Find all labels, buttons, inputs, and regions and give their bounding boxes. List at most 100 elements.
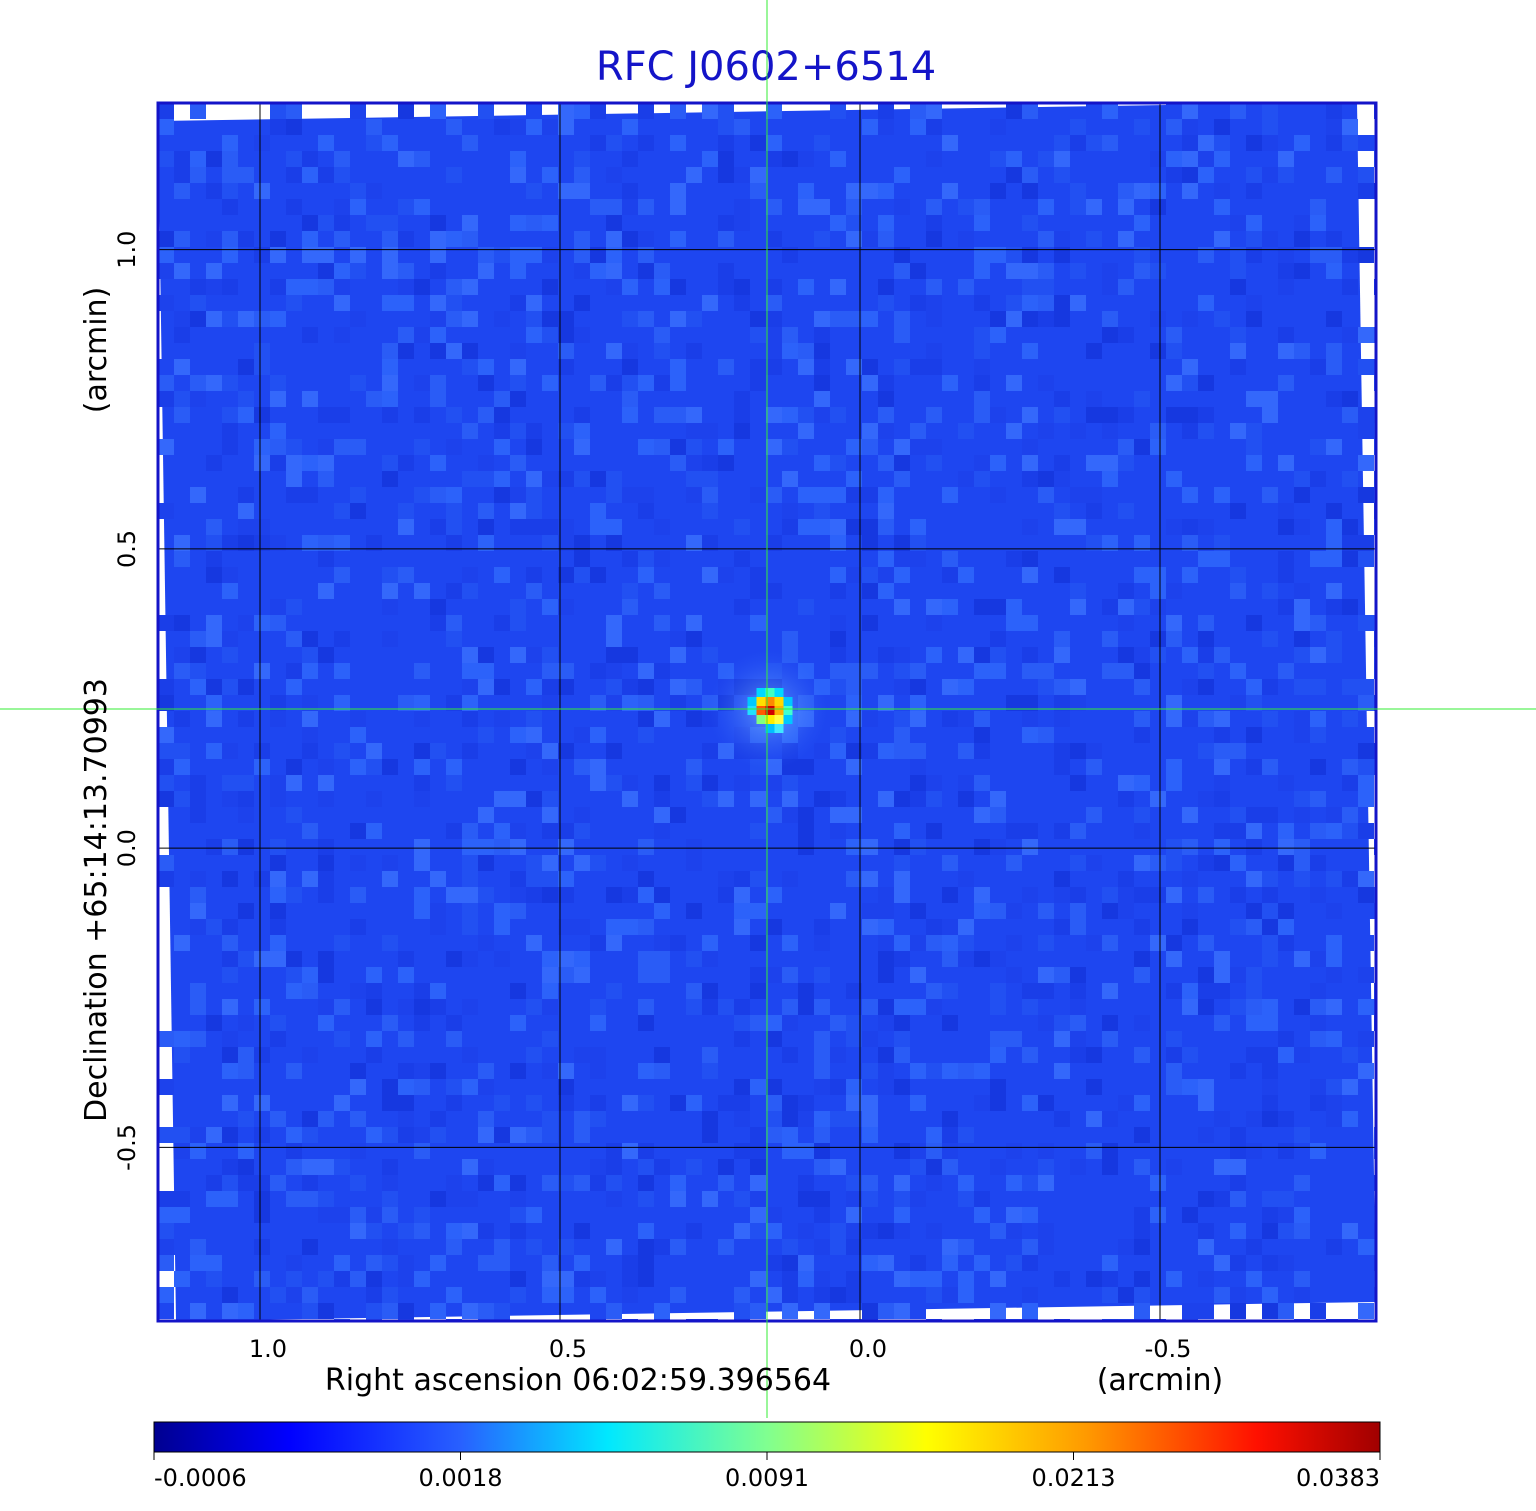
noise-pixel	[606, 167, 622, 183]
noise-pixel	[718, 1111, 734, 1127]
noise-pixel	[910, 535, 926, 551]
noise-pixel	[526, 679, 542, 695]
noise-pixel	[430, 711, 446, 727]
noise-pixel	[1230, 823, 1246, 839]
noise-pixel	[1214, 983, 1230, 999]
noise-pixel	[158, 727, 174, 743]
noise-pixel	[622, 151, 638, 167]
noise-pixel	[926, 1143, 942, 1159]
noise-pixel	[478, 1303, 494, 1319]
noise-pixel	[1102, 1047, 1118, 1063]
noise-pixel	[1038, 903, 1054, 919]
noise-pixel	[990, 1159, 1006, 1175]
noise-pixel	[1246, 711, 1262, 727]
noise-pixel	[462, 423, 478, 439]
noise-pixel	[814, 999, 830, 1015]
noise-pixel	[718, 263, 734, 279]
noise-pixel	[846, 663, 862, 679]
noise-pixel	[750, 1207, 766, 1223]
noise-pixel	[302, 231, 318, 247]
noise-pixel	[1214, 791, 1230, 807]
noise-pixel	[1038, 199, 1054, 215]
noise-pixel	[1166, 983, 1182, 999]
noise-pixel	[1358, 903, 1374, 919]
noise-pixel	[1070, 423, 1086, 439]
noise-pixel	[1134, 1079, 1150, 1095]
source-pixel	[765, 715, 775, 725]
noise-pixel	[366, 1271, 382, 1287]
noise-pixel	[702, 567, 718, 583]
y-axis-label: Declination +65:14:13.70993	[79, 678, 114, 1122]
noise-pixel	[782, 791, 798, 807]
noise-pixel	[926, 1271, 942, 1287]
noise-pixel	[1310, 199, 1326, 215]
noise-pixel	[158, 871, 174, 887]
noise-pixel	[350, 1063, 366, 1079]
noise-pixel	[894, 1079, 910, 1095]
noise-pixel	[542, 215, 558, 231]
noise-pixel	[414, 407, 430, 423]
noise-pixel	[1262, 1063, 1278, 1079]
noise-pixel	[718, 151, 734, 167]
noise-pixel	[1278, 855, 1294, 871]
noise-pixel	[254, 743, 270, 759]
noise-pixel	[590, 567, 606, 583]
noise-pixel	[238, 295, 254, 311]
noise-pixel	[366, 375, 382, 391]
noise-pixel	[846, 215, 862, 231]
noise-pixel	[462, 583, 478, 599]
noise-pixel	[622, 119, 638, 135]
noise-pixel	[1134, 823, 1150, 839]
noise-pixel	[350, 855, 366, 871]
noise-pixel	[382, 871, 398, 887]
noise-pixel	[910, 295, 926, 311]
noise-pixel	[510, 791, 526, 807]
noise-pixel	[206, 1255, 222, 1271]
noise-pixel	[1358, 247, 1374, 263]
noise-pixel	[1294, 679, 1310, 695]
noise-pixel	[670, 1287, 686, 1303]
noise-pixel	[1150, 183, 1166, 199]
noise-pixel	[862, 231, 878, 247]
noise-pixel	[366, 1191, 382, 1207]
noise-pixel	[286, 1191, 302, 1207]
noise-pixel	[254, 311, 270, 327]
noise-pixel	[366, 535, 382, 551]
noise-pixel	[670, 407, 686, 423]
noise-pixel	[958, 711, 974, 727]
noise-pixel	[254, 1303, 270, 1319]
noise-pixel	[766, 231, 782, 247]
noise-pixel	[174, 551, 190, 567]
noise-pixel	[238, 1159, 254, 1175]
noise-pixel	[1166, 695, 1182, 711]
noise-pixel	[782, 1239, 798, 1255]
noise-pixel	[1198, 247, 1214, 263]
noise-pixel	[814, 1031, 830, 1047]
noise-pixel	[878, 1047, 894, 1063]
noise-pixel	[254, 247, 270, 263]
noise-pixel	[1198, 551, 1214, 567]
noise-pixel	[894, 823, 910, 839]
noise-pixel	[318, 135, 334, 151]
noise-pixel	[462, 807, 478, 823]
noise-pixel	[1262, 1015, 1278, 1031]
noise-pixel	[510, 1015, 526, 1031]
noise-pixel	[686, 311, 702, 327]
noise-pixel	[1198, 407, 1214, 423]
noise-pixel	[222, 359, 238, 375]
noise-pixel	[302, 663, 318, 679]
noise-pixel	[270, 983, 286, 999]
noise-pixel	[750, 1127, 766, 1143]
noise-pixel	[462, 903, 478, 919]
noise-pixel	[1134, 1111, 1150, 1127]
noise-pixel	[1230, 1303, 1246, 1319]
noise-pixel	[846, 743, 862, 759]
noise-pixel	[190, 935, 206, 951]
noise-pixel	[382, 1079, 398, 1095]
noise-pixel	[542, 935, 558, 951]
noise-pixel	[1006, 551, 1022, 567]
noise-pixel	[926, 935, 942, 951]
noise-pixel	[1294, 215, 1310, 231]
noise-pixel	[462, 887, 478, 903]
noise-pixel	[558, 1079, 574, 1095]
